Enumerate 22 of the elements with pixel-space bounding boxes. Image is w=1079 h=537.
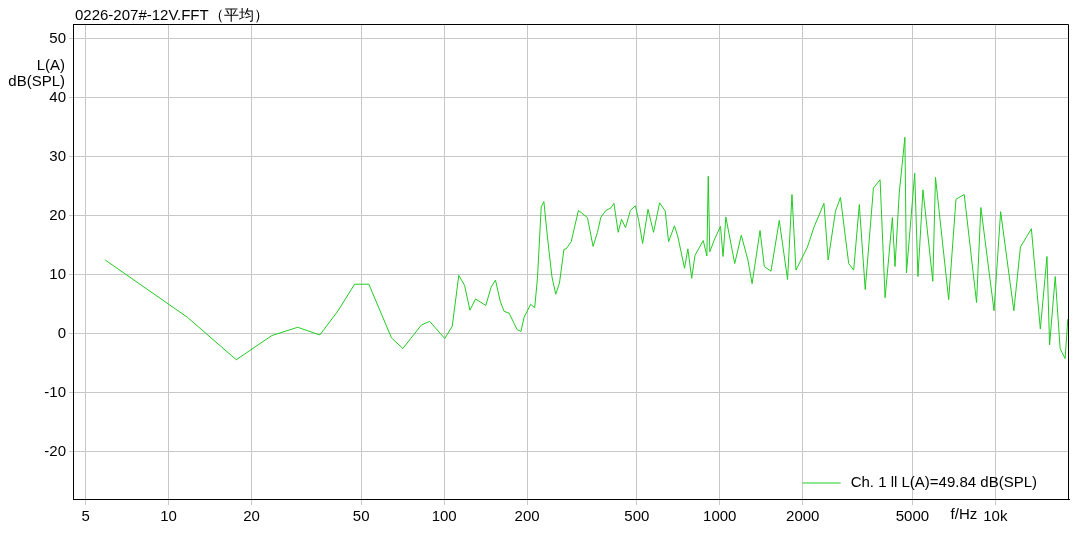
x-tick-label: 100 xyxy=(431,507,457,525)
y-tick-label: 20 xyxy=(49,205,66,223)
x-tick-label: 200 xyxy=(514,507,540,525)
x-tick-label: 1000 xyxy=(703,507,737,525)
y-tick-label: -20 xyxy=(44,441,66,459)
x-tick-label: 2000 xyxy=(786,507,820,525)
chart-title: 0226-207#-12V.FFT（平均） xyxy=(75,5,269,23)
x-tick-label: 50 xyxy=(352,507,370,525)
y-tick-label: 30 xyxy=(49,146,66,164)
x-axis-title: f/Hz xyxy=(950,504,978,522)
x-tick-label: 10k xyxy=(983,507,1008,525)
y-axis-title: L(A) dB(SPL) xyxy=(8,55,65,89)
y-tick-label: -10 xyxy=(44,382,66,400)
x-tick-label: 20 xyxy=(243,507,260,525)
x-tick-label: 5 xyxy=(81,507,90,525)
x-tick-label: 5000 xyxy=(895,507,930,525)
legend-label: Ch. 1 ll L(A)=49.84 dB(SPL) xyxy=(850,473,1037,491)
y-tick-label: 10 xyxy=(49,264,66,282)
x-tick-label: 500 xyxy=(624,507,650,525)
y-tick-label: 0 xyxy=(57,323,66,341)
y-tick-label: 50 xyxy=(49,28,66,46)
x-tick-label: 10 xyxy=(160,507,177,525)
